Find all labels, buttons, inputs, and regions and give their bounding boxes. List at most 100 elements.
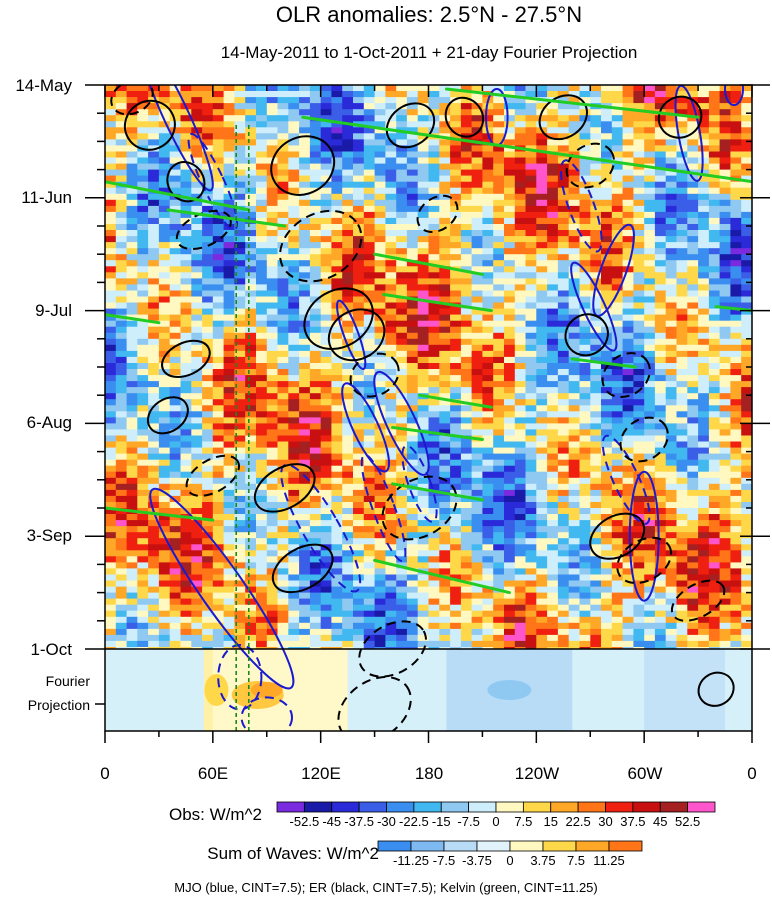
obs-cell bbox=[460, 145, 473, 152]
obs-cell bbox=[601, 193, 613, 201]
obs-cell bbox=[698, 429, 710, 436]
obs-cell bbox=[363, 254, 376, 261]
obs-cell bbox=[288, 85, 300, 92]
obs-cell bbox=[493, 308, 505, 316]
obs-cell bbox=[601, 151, 613, 159]
obs-cell bbox=[191, 538, 203, 545]
obs-cell bbox=[579, 568, 591, 575]
obs-cell bbox=[471, 520, 483, 527]
obs-cell bbox=[115, 91, 128, 98]
obs-cell bbox=[191, 320, 203, 328]
obs-cell bbox=[105, 399, 117, 406]
obs-cell bbox=[245, 127, 257, 134]
obs-cell bbox=[514, 199, 527, 207]
obs-cell bbox=[654, 308, 667, 316]
obs-cell bbox=[148, 405, 160, 412]
obs-cell bbox=[245, 254, 257, 261]
obs-cell bbox=[654, 193, 667, 201]
obs-cell bbox=[180, 175, 192, 183]
obs-cell bbox=[245, 532, 257, 539]
obs-cell bbox=[698, 574, 710, 582]
obs-cell bbox=[137, 139, 149, 146]
obs-cell bbox=[245, 508, 257, 515]
obs-cell bbox=[234, 483, 246, 491]
obs-cell bbox=[191, 556, 203, 563]
obs-cell bbox=[277, 278, 289, 285]
obs-cell bbox=[342, 326, 354, 334]
obs-cell bbox=[158, 332, 171, 340]
obs-cell bbox=[309, 441, 322, 449]
obs-cell bbox=[396, 580, 408, 588]
obs-cell bbox=[363, 211, 376, 219]
obs-cell bbox=[460, 544, 473, 551]
obs-cell bbox=[708, 489, 721, 497]
obs-cell bbox=[353, 115, 365, 122]
obs-cell bbox=[504, 97, 516, 104]
obs-cell bbox=[568, 556, 581, 563]
obs-cell bbox=[105, 320, 117, 328]
obs-cell bbox=[590, 145, 602, 152]
obs-cell bbox=[277, 242, 289, 249]
obs-cell bbox=[266, 381, 279, 388]
obs-cell bbox=[115, 489, 128, 497]
obs-cell bbox=[406, 508, 419, 515]
obs-cell bbox=[493, 441, 505, 449]
obs-cell bbox=[654, 574, 667, 582]
obs-cell bbox=[320, 211, 333, 219]
obs-cell bbox=[202, 302, 214, 310]
obs-cell bbox=[396, 230, 408, 237]
obs-cell bbox=[622, 489, 634, 497]
obs-cell bbox=[568, 429, 581, 436]
obs-cell bbox=[212, 230, 225, 237]
obs-cell bbox=[342, 471, 354, 479]
obs-cell bbox=[363, 163, 376, 171]
obs-cell bbox=[169, 109, 182, 116]
obs-cell bbox=[482, 375, 494, 382]
obs-cell bbox=[622, 483, 634, 491]
obs-cell bbox=[741, 236, 752, 243]
obs-cell bbox=[504, 326, 516, 334]
obs-cell bbox=[687, 423, 699, 430]
obs-cell bbox=[676, 109, 688, 116]
obs-cell bbox=[256, 568, 268, 575]
obs-cell bbox=[482, 447, 494, 455]
obs-cell bbox=[741, 465, 752, 473]
obs-cell bbox=[450, 175, 462, 183]
obs-cell bbox=[126, 538, 138, 545]
obs-cell bbox=[579, 520, 591, 527]
obs-cell bbox=[385, 520, 397, 527]
obs-cell bbox=[547, 423, 559, 430]
obs-cell bbox=[158, 199, 171, 207]
obs-cell bbox=[126, 115, 138, 122]
obs-cell bbox=[158, 145, 171, 152]
obs-cell bbox=[719, 532, 731, 539]
obs-cell bbox=[288, 423, 300, 430]
obs-cell bbox=[417, 115, 430, 122]
obs-cell bbox=[590, 495, 602, 503]
obs-cell bbox=[266, 91, 279, 98]
obs-cell bbox=[417, 356, 430, 364]
obs-cell bbox=[698, 151, 710, 159]
obs-cell bbox=[406, 242, 419, 249]
obs-cell bbox=[687, 387, 699, 394]
obs-cell bbox=[363, 356, 376, 364]
obs-cell bbox=[320, 483, 333, 491]
obs-cell bbox=[115, 254, 128, 261]
obs-cell bbox=[158, 242, 171, 249]
obs-cell bbox=[277, 532, 289, 539]
obs-cell bbox=[460, 538, 473, 545]
obs-cell bbox=[202, 562, 214, 569]
obs-cell bbox=[342, 465, 354, 473]
obs-cell bbox=[288, 199, 300, 207]
obs-cell bbox=[158, 435, 171, 443]
obs-cell bbox=[741, 453, 752, 461]
obs-cell bbox=[115, 266, 128, 273]
obs-cell bbox=[126, 175, 138, 183]
obs-cell bbox=[633, 556, 645, 563]
obs-cell bbox=[547, 91, 559, 98]
obs-cell bbox=[234, 163, 246, 171]
obs-cell bbox=[299, 447, 311, 455]
obs-cell bbox=[536, 363, 548, 370]
obs-cell bbox=[676, 423, 688, 430]
obs-cell bbox=[417, 363, 430, 370]
